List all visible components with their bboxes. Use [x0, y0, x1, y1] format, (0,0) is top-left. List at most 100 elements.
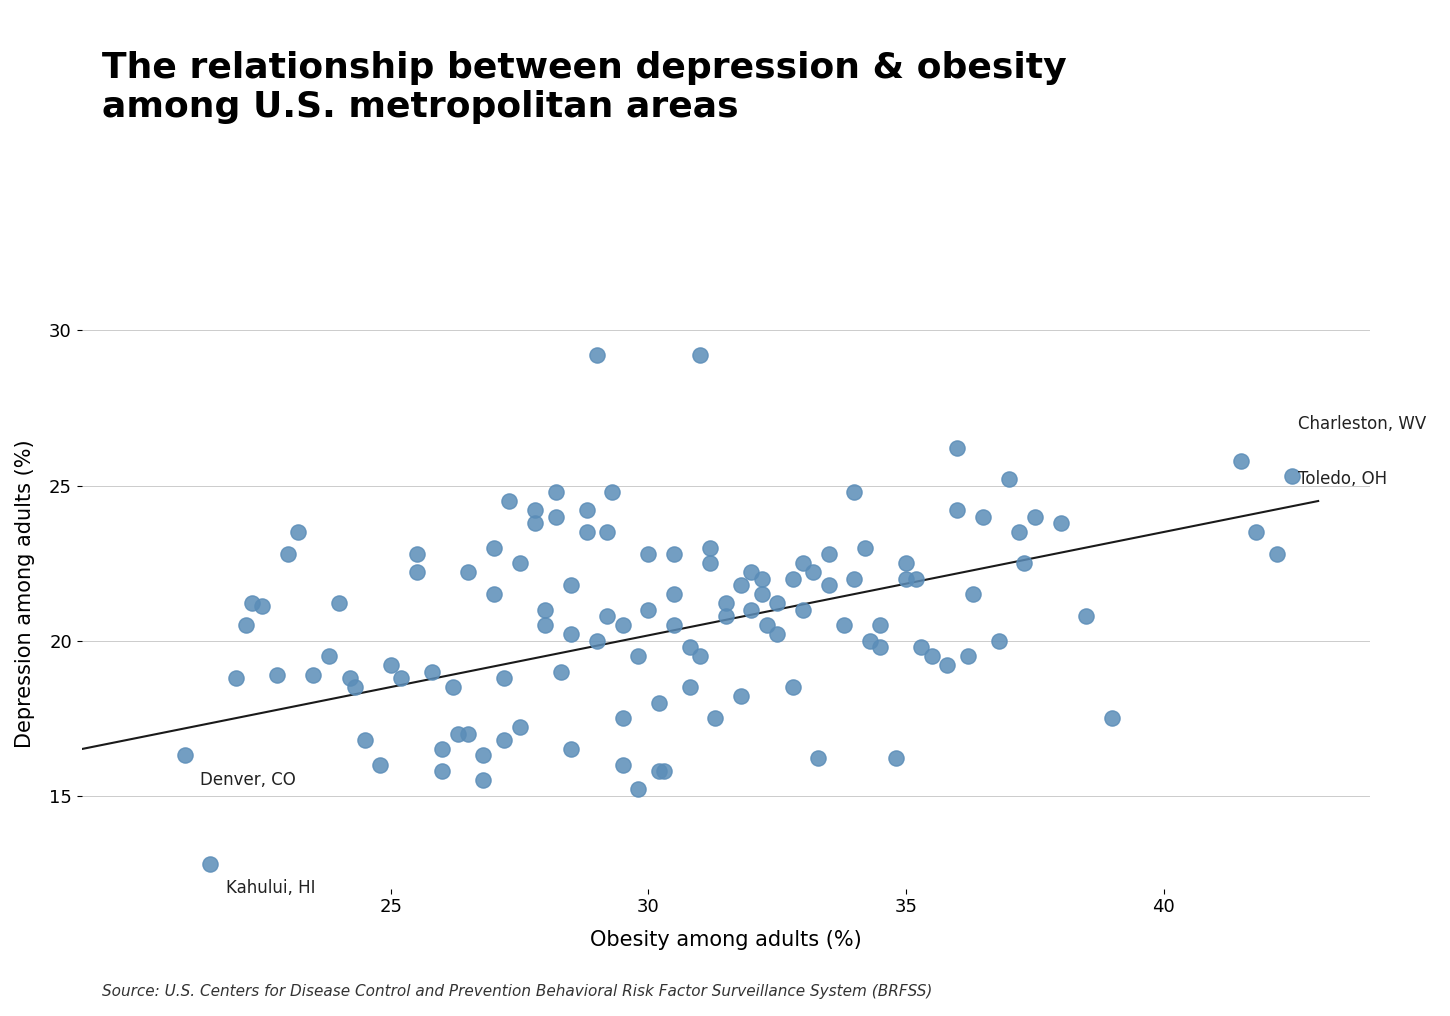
Point	[596, 524, 619, 541]
Point	[853, 539, 876, 556]
Point	[961, 586, 985, 602]
Point	[652, 763, 676, 779]
Point	[493, 732, 516, 748]
Point	[750, 570, 773, 586]
Text: The relationship between depression & obesity
among U.S. metropolitan areas: The relationship between depression & ob…	[102, 51, 1066, 124]
Point	[610, 617, 634, 633]
Point	[251, 598, 274, 615]
Point	[750, 586, 773, 602]
Point	[1244, 524, 1267, 541]
Point	[713, 595, 737, 612]
Point	[1101, 710, 1124, 726]
Point	[235, 617, 258, 633]
Point	[663, 586, 686, 602]
Point	[703, 710, 726, 726]
Point	[523, 502, 547, 518]
Point	[405, 564, 428, 580]
Point	[782, 679, 805, 695]
Text: Kahului, HI: Kahului, HI	[226, 879, 315, 897]
Point	[287, 524, 310, 541]
Point	[241, 595, 264, 612]
Y-axis label: Depression among adults (%): Depression among adults (%)	[14, 440, 35, 749]
Point	[637, 601, 660, 618]
Point	[818, 577, 841, 593]
Point	[935, 657, 958, 674]
Point	[276, 546, 299, 562]
Point	[368, 757, 392, 773]
Point	[457, 564, 480, 580]
Point	[1280, 468, 1304, 485]
Point	[921, 648, 944, 664]
Point	[483, 539, 506, 556]
Point	[457, 725, 480, 742]
Point	[390, 670, 413, 686]
Point	[550, 663, 573, 680]
Point	[610, 757, 634, 773]
Point	[534, 601, 557, 618]
Point	[782, 570, 805, 586]
Point	[610, 710, 634, 726]
Point	[1074, 608, 1098, 624]
Point	[679, 679, 702, 695]
Point	[689, 648, 712, 664]
Point	[729, 688, 753, 704]
Point	[560, 741, 583, 757]
Point	[1230, 452, 1253, 468]
Point	[1024, 508, 1047, 524]
Point	[987, 632, 1011, 648]
Point	[755, 617, 779, 633]
Text: Toledo, OH: Toledo, OH	[1298, 470, 1386, 489]
Point	[792, 555, 815, 571]
Point	[663, 617, 686, 633]
Point	[699, 555, 722, 571]
Point	[493, 670, 516, 686]
Point	[431, 763, 454, 779]
X-axis label: Obesity among adults (%): Obesity among adults (%)	[590, 931, 861, 950]
Point	[560, 626, 583, 642]
Point	[576, 502, 599, 518]
Point	[265, 666, 289, 683]
Point	[895, 555, 918, 571]
Point	[766, 595, 789, 612]
Point	[766, 626, 789, 642]
Point	[431, 741, 454, 757]
Point	[699, 539, 722, 556]
Point	[328, 595, 351, 612]
Point	[441, 679, 464, 695]
Point	[338, 670, 361, 686]
Point	[497, 493, 521, 509]
Point	[909, 639, 932, 655]
Point	[560, 577, 583, 593]
Point	[420, 663, 444, 680]
Point	[842, 570, 866, 586]
Point	[534, 617, 557, 633]
Point	[869, 617, 892, 633]
Point	[945, 440, 969, 456]
Point	[225, 670, 248, 686]
Point	[884, 750, 908, 766]
Text: Denver, CO: Denver, CO	[200, 771, 296, 788]
Point	[842, 484, 866, 500]
Point	[679, 639, 702, 655]
Point	[945, 502, 969, 518]
Point	[802, 564, 825, 580]
Point	[626, 781, 650, 798]
Point	[869, 639, 892, 655]
Point	[378, 657, 402, 674]
Point	[740, 564, 763, 580]
Point	[663, 546, 686, 562]
Point	[173, 747, 196, 763]
Point	[689, 347, 712, 364]
Point	[1048, 514, 1072, 530]
Point	[354, 732, 377, 748]
Point	[956, 648, 979, 664]
Point	[792, 601, 815, 618]
Point	[318, 648, 341, 664]
Point	[544, 508, 567, 524]
Text: Source: U.S. Centers for Disease Control and Prevention Behavioral Risk Factor S: Source: U.S. Centers for Disease Control…	[102, 983, 932, 999]
Point	[806, 750, 829, 766]
Point	[858, 632, 882, 648]
Point	[586, 632, 609, 648]
Point	[647, 763, 670, 779]
Point	[647, 694, 670, 710]
